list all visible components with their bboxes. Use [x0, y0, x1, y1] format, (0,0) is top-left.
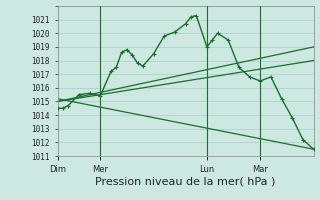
X-axis label: Pression niveau de la mer( hPa ): Pression niveau de la mer( hPa )	[95, 177, 276, 187]
